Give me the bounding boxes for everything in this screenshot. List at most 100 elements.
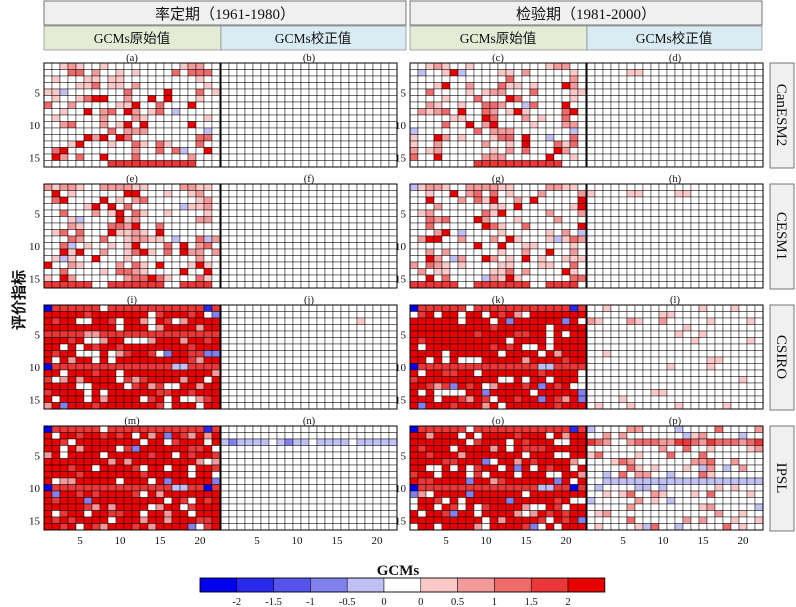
heatmap-cell [83, 222, 93, 230]
heatmap-cell [372, 127, 382, 135]
heatmap-cell [203, 121, 213, 129]
heatmap-cell [67, 69, 77, 77]
heatmap-cell [364, 458, 374, 466]
heatmap-cell [228, 153, 238, 161]
heatmap-cell [67, 95, 77, 103]
heatmap-cell [147, 75, 157, 83]
heatmap-cell [115, 114, 125, 122]
heatmap-cell [220, 190, 230, 198]
heatmap-cell [187, 140, 197, 148]
heatmap-cell [457, 88, 467, 96]
heatmap-cell [682, 108, 692, 116]
heatmap-cell [577, 127, 587, 135]
heatmap-cell [340, 516, 350, 524]
heatmap-cell [308, 82, 318, 90]
heatmap-cell [115, 203, 125, 211]
heatmap-cell [586, 153, 596, 161]
heatmap-cell [738, 356, 748, 364]
heatmap-cell [465, 337, 475, 345]
heatmap-cell [107, 330, 117, 338]
heatmap-cell [698, 101, 708, 109]
heatmap-cell [626, 153, 636, 161]
heatmap-cell [730, 147, 740, 155]
heatmap-cell [754, 75, 764, 83]
heatmap-cell [417, 209, 427, 217]
heatmap-cell [195, 523, 205, 531]
heatmap-cell [380, 402, 390, 410]
heatmap-cell [489, 369, 499, 377]
heatmap-cell [300, 190, 310, 198]
heatmap-cell [284, 330, 294, 338]
heatmap-cell [203, 261, 213, 269]
heatmap-cell [252, 209, 262, 217]
heatmap-cell [332, 497, 342, 505]
heatmap-cell [513, 196, 523, 204]
heatmap-cell [211, 101, 221, 109]
heatmap-cell [260, 134, 270, 142]
heatmap-cell [364, 369, 374, 377]
heatmap-cell [115, 516, 125, 524]
heatmap-cell [43, 196, 53, 204]
heatmap-cell [594, 147, 604, 155]
heatmap-cell [340, 445, 350, 453]
heatmap-cell [179, 438, 189, 446]
heatmap-cell [123, 101, 133, 109]
heatmap-cell [746, 134, 756, 142]
heatmap-cell [553, 209, 563, 217]
heatmap-cell [107, 343, 117, 351]
heatmap-cell [441, 274, 451, 282]
heatmap-cell [43, 281, 53, 289]
heatmap-cell [308, 451, 318, 459]
heatmap-cell [722, 69, 732, 77]
heatmap-cell [244, 108, 254, 116]
heatmap-cell [666, 134, 676, 142]
heatmap-cell [268, 255, 278, 263]
heatmap-cell [674, 350, 684, 358]
heatmap-cell [372, 484, 382, 492]
heatmap-cell [372, 330, 382, 338]
heatmap-cell [187, 516, 197, 524]
heatmap-cell [59, 274, 69, 282]
heatmap-cell [292, 255, 302, 263]
heatmap-cell [610, 363, 620, 371]
heatmap-cell [730, 248, 740, 256]
heatmap-cell [513, 153, 523, 161]
heatmap-cell [147, 458, 157, 466]
column-title-raw-2: GCMs原始值 [460, 31, 537, 46]
heatmap-cell [594, 304, 604, 312]
heatmap-cell [618, 317, 628, 325]
heatmap-cell [409, 183, 419, 191]
heatmap-cell [284, 82, 294, 90]
heatmap-cell [155, 324, 165, 332]
heatmap-cell [537, 216, 547, 224]
heatmap-cell [308, 242, 318, 250]
heatmap-cell [449, 255, 459, 263]
heatmap-cell [67, 114, 77, 122]
heatmap-cell [409, 140, 419, 148]
heatmap-cell [187, 183, 197, 191]
heatmap-cell [545, 216, 555, 224]
panel-frame [586, 304, 764, 410]
heatmap-cell [521, 209, 531, 217]
heatmap-cell [348, 497, 358, 505]
heatmap-cell [179, 261, 189, 269]
heatmap-cell [332, 121, 342, 129]
heatmap-cell [529, 229, 539, 237]
heatmap-cell [658, 255, 668, 263]
heatmap-cell [586, 134, 596, 142]
heatmap-cell [59, 140, 69, 148]
heatmap-cell [497, 75, 507, 83]
heatmap-cell [308, 69, 318, 77]
heatmap-cell [364, 484, 374, 492]
heatmap-cell [147, 503, 157, 511]
heatmap-cell [171, 134, 181, 142]
heatmap-cell [268, 471, 278, 479]
heatmap-cell [171, 222, 181, 230]
heatmap-cell [147, 402, 157, 410]
heatmap-cell [268, 324, 278, 332]
heatmap-cell [123, 114, 133, 122]
panel-frame [43, 425, 221, 531]
heatmap-cell [537, 356, 547, 364]
heatmap-cell [99, 369, 109, 377]
heatmap-cell [147, 389, 157, 397]
